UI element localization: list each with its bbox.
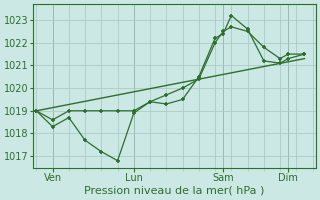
X-axis label: Pression niveau de la mer( hPa ): Pression niveau de la mer( hPa ): [84, 186, 265, 196]
